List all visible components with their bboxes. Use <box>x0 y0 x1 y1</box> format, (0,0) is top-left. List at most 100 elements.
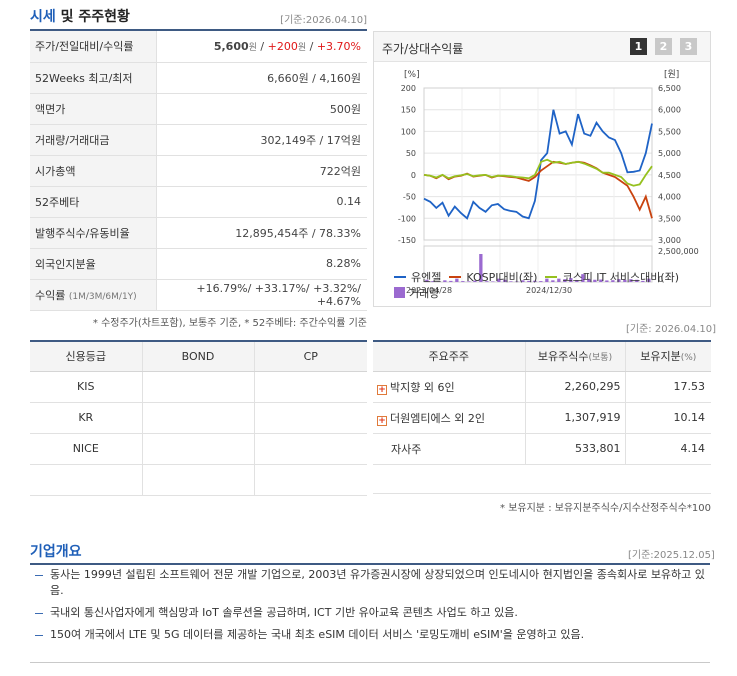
volume-bar <box>629 279 633 282</box>
market-table: 주가/전일대비/수익률 5,600원 / +200원 / +3.70% 52We… <box>30 31 367 311</box>
volume-bar <box>527 280 531 282</box>
left-tick-label: -100 <box>398 214 416 223</box>
volume-bar <box>461 281 465 282</box>
market-row: 시가총액 722억원 <box>30 155 367 187</box>
chart-title: 주가/상대수익률 <box>382 42 464 56</box>
holders-empty-row <box>373 466 711 494</box>
left-tick-label: 200 <box>401 84 416 93</box>
right-tick-label: 5,000 <box>658 149 681 158</box>
volume-bar <box>647 278 651 282</box>
credit-table: 신용등급 BOND CP KIS KR NICE <box>30 342 367 496</box>
volume-bar <box>587 279 591 282</box>
returns-value: +16.79%/ +33.17%/ +3.32%/ +4.67% <box>156 279 367 311</box>
left-tick-label: 0 <box>411 171 416 180</box>
market-date: [기준:2026.04.10] <box>280 15 367 26</box>
volume-bar <box>509 281 513 282</box>
legend-line-swatch <box>449 276 462 278</box>
market-footnote: * 수정주가(차트포함), 보통주 기준, * 52주베타: 주간수익률 기준 <box>92 318 367 329</box>
list-item: 국내외 통신사업자에게 핵심망과 IoT 솔루션을 공급하며, ICT 기반 유… <box>35 606 518 619</box>
x-tick-label: 2024/12/30 <box>526 286 572 295</box>
table-row: KR <box>30 402 367 434</box>
market-row: 발행주식수/유동비율 12,895,454주 / 78.33% <box>30 217 367 249</box>
volume-bar <box>503 279 507 282</box>
market-row: 액면가 500원 <box>30 93 367 125</box>
expand-icon[interactable]: + <box>377 384 387 395</box>
volume-bar <box>425 279 429 282</box>
volume-bar <box>623 279 627 282</box>
price-value: 5,600원 / +200원 / +3.70% <box>156 31 367 63</box>
volume-bar <box>563 279 567 282</box>
volume-bar <box>539 281 543 282</box>
plot-frame <box>423 87 653 241</box>
chart-header: 주가/상대수익률 1 2 3 <box>374 32 710 62</box>
chart-tab-1[interactable]: 1 <box>630 38 647 55</box>
volume-bar <box>533 280 537 282</box>
list-item: 150여 개국에서 LTE 및 5G 데이터를 제공하는 국내 최초 eSIM … <box>35 628 585 641</box>
holder-name-cell[interactable]: + 박지향 외 6인 <box>373 371 526 403</box>
volume-bar <box>599 279 603 282</box>
chart-tab-3[interactable]: 3 <box>680 38 697 55</box>
volume-bar <box>641 280 645 282</box>
header-rule <box>30 29 367 31</box>
volume-bar <box>569 278 573 282</box>
left-tick-label: -50 <box>403 193 416 202</box>
volume-bar <box>605 280 609 282</box>
volume-bar <box>551 280 555 282</box>
overview-date: [기준:2025.12.05] <box>628 550 715 561</box>
volume-bar <box>473 280 477 282</box>
chart-date: [기준: 2026.04.10] <box>626 324 717 335</box>
market-row: 52주베타 0.14 <box>30 186 367 218</box>
market-row: 52Weeks 최고/최저 6,660원 / 4,160원 <box>30 62 367 94</box>
volume-bar <box>581 274 585 282</box>
volume-bar <box>467 281 471 282</box>
volume-bar <box>515 281 519 282</box>
market-row: 외국인지분율 8.28% <box>30 248 367 280</box>
holder-name-cell[interactable]: + 더원엠티에스 외 2인 <box>373 402 526 434</box>
table-row: + 박지향 외 6인 2,260,295 17.53 <box>373 371 711 403</box>
overview-title: 기업개요 <box>30 544 82 560</box>
left-tick-label: -150 <box>398 236 416 245</box>
volume-bar <box>497 278 501 282</box>
x-tick-label: 2023/04/28 <box>406 286 452 295</box>
left-tick-label: 50 <box>406 149 416 158</box>
right-tick-label: 4,000 <box>658 193 681 202</box>
legend-item: KOSPI대비(좌) <box>449 270 537 286</box>
volume-bar <box>593 279 597 282</box>
legend-item: 코스피 IT 서비스대비(좌) <box>545 270 679 286</box>
it-service-relative-line <box>423 158 653 187</box>
price-label: 주가/전일대비/수익률 <box>30 31 157 63</box>
right-unit-label: [원] <box>664 69 679 80</box>
table-row: NICE <box>30 433 367 465</box>
volume-bar <box>575 279 579 282</box>
expand-icon[interactable]: + <box>377 415 387 426</box>
legend-item: 유엔젤 <box>394 270 441 286</box>
volume-bar <box>443 280 447 282</box>
volume-tick-label: 2,500,000 <box>658 247 699 256</box>
returns-label: 수익률 (1M/3M/6M/1Y) <box>30 279 157 311</box>
overview-rule <box>30 563 710 565</box>
table-row: 자사주 533,801 4.14 <box>373 433 711 465</box>
right-tick-label: 6,000 <box>658 106 681 115</box>
credit-top-rule <box>30 340 367 342</box>
table-row: KIS <box>30 371 367 403</box>
legend-line-swatch <box>545 276 558 278</box>
right-tick-label: 3,500 <box>658 214 681 223</box>
holders-top-rule <box>373 340 711 342</box>
legend-box-swatch <box>394 287 405 298</box>
volume-bar <box>557 278 561 282</box>
volume-bar <box>485 281 489 282</box>
list-item: 동사는 1999년 설립된 소프트웨어 전문 개발 기업으로, 2003년 유가… <box>35 568 705 597</box>
legend-item: 거래량 <box>394 286 439 302</box>
price-line <box>423 109 653 220</box>
volume-bar <box>479 254 483 282</box>
table-row <box>30 464 367 496</box>
left-unit-label: [%] <box>404 70 420 80</box>
left-tick-label: 150 <box>401 106 416 115</box>
chart-tab-2[interactable]: 2 <box>655 38 672 55</box>
returns-row: 수익률 (1M/3M/6M/1Y) +16.79%/ +33.17%/ +3.3… <box>30 279 367 311</box>
right-tick-label: 5,500 <box>658 127 681 136</box>
volume-bar <box>455 278 459 282</box>
volume-bar <box>617 279 621 282</box>
section-title-market: 시세 및 주주현황 <box>30 9 130 25</box>
left-tick-label: 100 <box>401 127 416 136</box>
